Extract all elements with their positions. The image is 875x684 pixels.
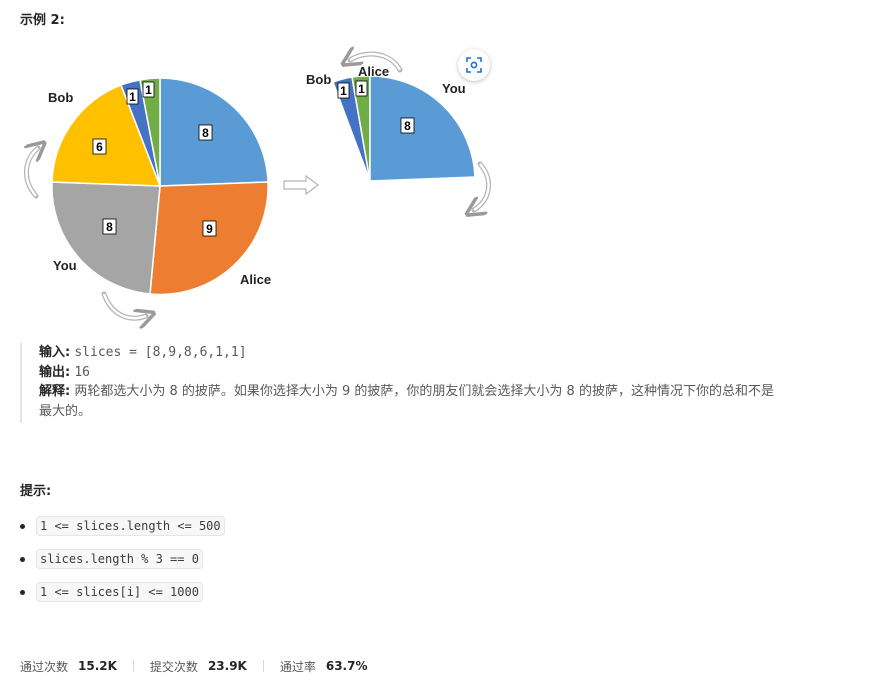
left-slice-label: 6	[96, 140, 103, 154]
hints-title: 提示:	[20, 484, 52, 499]
left-slice-label: 9	[206, 222, 213, 236]
scan-icon	[466, 57, 482, 73]
output-value: 16	[74, 364, 90, 380]
right-slice-label: 8	[404, 119, 411, 133]
slice-gray	[51, 181, 161, 295]
hint-code: 1 <= slices.length <= 500	[36, 516, 225, 536]
output-label: 输出:	[39, 364, 71, 380]
slice-blue	[369, 75, 476, 182]
example-block: 输入: slices = [8,9,8,6,1,1] 输出: 16 解释: 两轮…	[20, 343, 865, 423]
list-item: slices.length % 3 == 0	[20, 549, 203, 569]
stats-bar: 通过次数 15.2K 提交次数 23.9K 通过率 63.7%	[20, 657, 368, 675]
submitted-value: 23.9K	[207, 659, 247, 673]
rate-label: 通过率	[279, 659, 316, 674]
arrow-right-icon	[283, 174, 319, 196]
submitted-label: 提交次数	[149, 659, 198, 674]
list-item: 1 <= slices[i] <= 1000	[20, 582, 203, 602]
label-you: You	[53, 258, 77, 273]
slice-orange	[149, 181, 269, 296]
hint-code: 1 <= slices[i] <= 1000	[36, 582, 203, 602]
label-bob: Bob	[306, 72, 331, 87]
left-slice-label: 1	[129, 90, 136, 104]
slice-yellow	[51, 84, 162, 187]
right-slice-label: 1	[358, 82, 365, 96]
input-label: 输入:	[39, 345, 71, 360]
hint-code: slices.length % 3 == 0	[36, 549, 203, 569]
list-item: 1 <= slices.length <= 500	[20, 516, 225, 536]
explain-text-cont: 最大的。	[39, 403, 92, 419]
label-alice: Alice	[358, 64, 389, 79]
explain-label: 解释:	[39, 384, 71, 399]
label-bob: Bob	[48, 90, 73, 105]
input-value: slices = [8,9,8,6,1,1]	[74, 345, 247, 360]
image-scan-button[interactable]	[458, 49, 490, 81]
example-title: 示例 2:	[20, 13, 65, 28]
right-pizza: 1 1 8 Bob Alice You	[306, 64, 476, 182]
left-slice-label: 8	[106, 220, 113, 234]
explain-text: 两轮都选大小为 8 的披萨。如果你选择大小为 9 的披萨，你的朋友们就会选择大小…	[74, 384, 774, 399]
pizza-figure: 8 9 8 6 1 1 Bob You Alice 1 1 8 Bob Alic…	[0, 38, 491, 338]
label-you: You	[442, 81, 466, 96]
left-slice-label: 1	[145, 83, 152, 97]
left-slice-label: 8	[202, 126, 209, 140]
slice-blue	[159, 77, 269, 187]
slice-green	[139, 77, 161, 187]
accepted-value: 15.2K	[78, 659, 117, 673]
left-pizza: 8 9 8 6 1 1 Bob You Alice	[48, 77, 271, 296]
accepted-label: 通过次数	[20, 659, 69, 674]
rate-value: 63.7%	[325, 659, 368, 673]
label-alice: Alice	[240, 272, 271, 287]
right-slice-label: 1	[340, 84, 347, 98]
